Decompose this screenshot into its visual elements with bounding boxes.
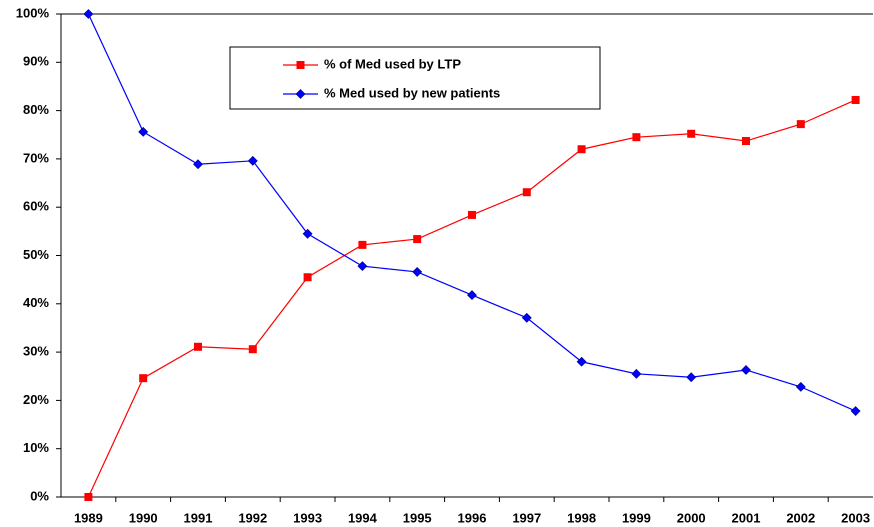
y-tick-label: 50% [23,247,49,262]
x-tick-label: 2002 [786,510,815,525]
legend-box [229,46,601,110]
data-point [84,493,93,501]
data-point [687,129,696,138]
x-tick-label: 1999 [622,510,651,525]
x-tick-label: 2000 [677,510,706,525]
data-point [302,228,313,239]
x-tick-label: 1995 [403,510,432,525]
data-point [468,210,476,219]
data-point [193,159,203,170]
data-point [357,261,368,272]
x-tick-label: 1997 [512,510,541,525]
y-tick-label: 90% [23,54,49,69]
data-point [686,372,697,383]
y-tick-label: 40% [23,295,49,310]
data-point [576,356,587,367]
data-point [247,155,258,166]
legend-marker [295,89,306,99]
x-tick-label: 1996 [458,510,487,525]
x-tick-label: 1993 [293,510,322,525]
x-tick-label: 1998 [567,510,596,525]
y-tick-label: 30% [23,344,49,359]
data-point [412,266,423,277]
x-tick-label: 2003 [841,510,870,525]
data-point [522,188,531,197]
x-tick-label: 1989 [74,510,103,525]
data-point [521,312,532,323]
y-tick-label: 20% [23,392,49,407]
data-point [413,235,422,244]
y-tick-label: 0% [30,488,49,503]
data-point [194,342,202,351]
legend-label: % Med used by new patients [324,85,500,100]
data-point [796,120,805,129]
data-point [248,345,257,354]
data-point [467,290,477,301]
data-point [631,368,642,379]
x-tick-label: 1994 [348,510,378,525]
legend-label: % of Med used by LTP [324,56,461,71]
y-tick-label: 70% [23,150,49,165]
y-tick-label: 10% [23,440,49,455]
data-point [138,126,149,137]
y-tick-label: 60% [23,199,49,214]
data-point [851,95,860,104]
x-tick-label: 1991 [184,510,213,525]
data-point [139,374,148,383]
x-tick-label: 2001 [732,510,761,525]
data-point [850,406,861,416]
data-point [741,365,751,375]
data-point [303,273,312,282]
legend-marker [296,61,305,69]
data-point [795,381,806,392]
y-tick-label: 100% [16,5,50,20]
data-point [83,9,94,19]
data-point [742,137,750,146]
x-tick-label: 1992 [238,510,267,525]
data-point [632,133,641,142]
data-point [577,145,586,154]
data-point [358,240,367,249]
x-tick-label: 1990 [129,510,158,525]
y-tick-label: 80% [23,102,49,117]
